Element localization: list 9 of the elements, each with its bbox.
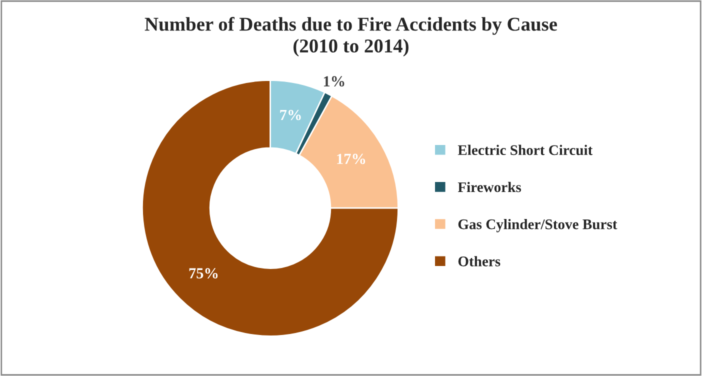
data-label: 1% (324, 76, 344, 87)
data-label: 17% (337, 154, 366, 164)
legend-label: Gas Cylinder/Stove Burst (458, 218, 618, 232)
data-label: 75% (189, 268, 218, 279)
legend-label: Electric Short Circuit (458, 144, 593, 156)
chart-title: Number of Deaths due to Fire Accidents by Cause (2010 to 2014) (144, 16, 558, 56)
legend-label: Others (458, 256, 500, 266)
legend-label: Fireworks (458, 182, 522, 192)
data-label: 7% (280, 110, 301, 120)
